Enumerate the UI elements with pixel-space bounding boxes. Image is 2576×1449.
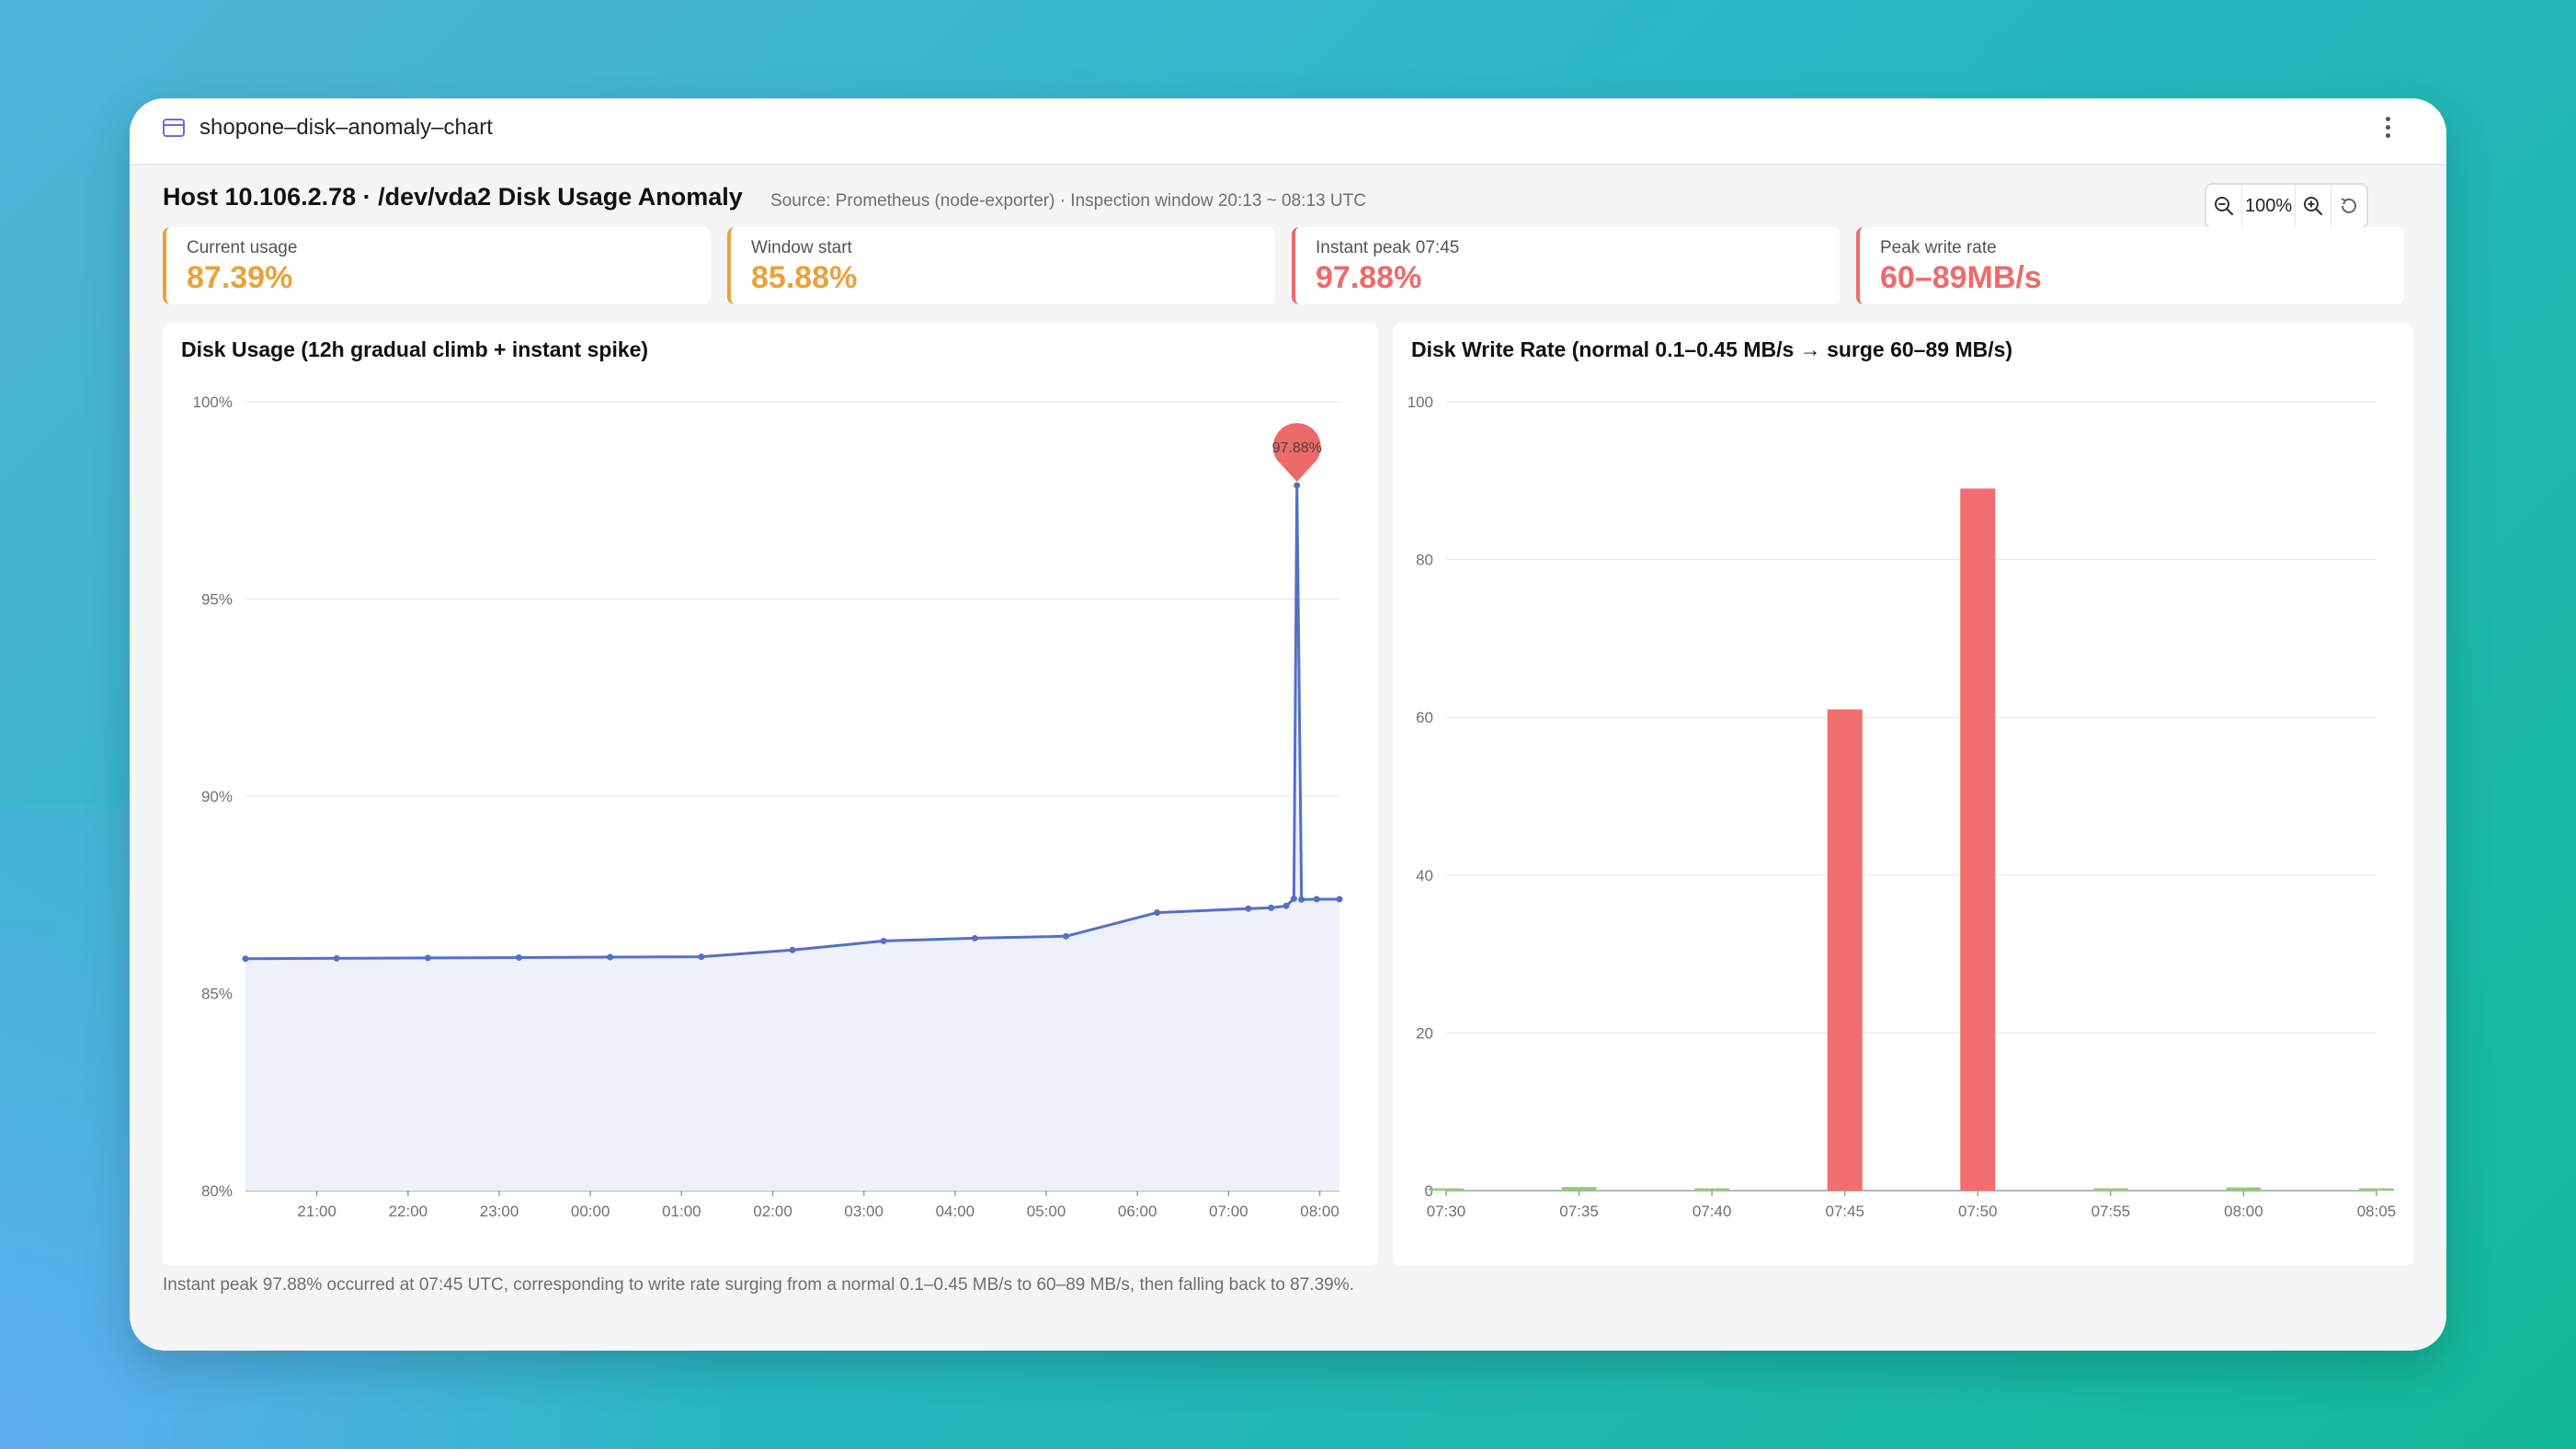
- x-tick-label: 21:00: [297, 1203, 336, 1220]
- data-point: [1268, 904, 1275, 911]
- x-tick-label: 08:00: [2224, 1203, 2263, 1220]
- x-tick-label: 07:35: [1559, 1203, 1599, 1220]
- y-tick-label: 60: [1416, 709, 1433, 726]
- data-point: [1154, 909, 1161, 917]
- kpi-window-start: Window start 85.88%: [727, 227, 1275, 304]
- data-point: [1294, 482, 1301, 489]
- write-rate-panel: Disk Write Rate (normal 0.1–0.45 MB/s → …: [1393, 323, 2413, 1266]
- x-tick-label: 08:00: [1300, 1203, 1339, 1220]
- x-tick-label: 03:00: [844, 1203, 883, 1220]
- x-tick-label: 07:00: [1209, 1203, 1248, 1220]
- disk-usage-chart: 80% 85% 90% 95% 100% 21:00 22:00 23:00 00:00 01:0…: [193, 394, 1343, 1220]
- data-point: [516, 953, 522, 961]
- x-tick-label: 07:40: [1693, 1203, 1732, 1220]
- kpi-current-usage: Current usage 87.39%: [163, 227, 711, 304]
- write-rate-bar: [1561, 1187, 1597, 1191]
- reset-zoom-button[interactable]: [2331, 185, 2366, 227]
- peak-marker-label: 97.88%: [1272, 440, 1322, 456]
- data-point: [698, 953, 705, 961]
- app-window: shopone–disk–anomaly–chart Host 10.106.2…: [130, 98, 2446, 1351]
- kpi-value: 87.39%: [187, 260, 293, 295]
- chart-title: Disk Usage (12h gradual climb + instant …: [181, 337, 649, 361]
- x-tick-label: 23:00: [480, 1203, 519, 1220]
- x-tick-label: 22:00: [389, 1203, 428, 1220]
- x-tick-label: 05:00: [1027, 1203, 1066, 1220]
- zoom-toolbar: 100%: [2205, 183, 2368, 229]
- data-point: [1298, 896, 1305, 903]
- x-tick-label: 04:00: [936, 1203, 975, 1220]
- data-point: [1290, 896, 1297, 903]
- usage-area: [245, 485, 1339, 1191]
- write-rate-chart: 0 20 40 60 80 100 07:30 07:35 07:40 07:45 07:50 07:…: [1408, 394, 2397, 1220]
- y-tick-label: 20: [1416, 1024, 1433, 1042]
- reset-icon: [2341, 198, 2357, 213]
- y-tick-label: 85%: [201, 986, 233, 1003]
- page-title: Host 10.106.2.78 · /dev/vda2 Disk Usage …: [163, 183, 743, 211]
- more-vertical-icon[interactable]: [2382, 113, 2393, 144]
- chart-title: Disk Write Rate (normal 0.1–0.45 MB/s → …: [1411, 337, 2013, 361]
- x-tick-label: 07:45: [1825, 1203, 1864, 1220]
- kpi-label: Window start: [751, 238, 852, 257]
- window-title: shopone–disk–anomaly–chart: [199, 115, 493, 140]
- zoom-in-icon: [2304, 197, 2323, 216]
- write-rate-bar: [2226, 1187, 2262, 1191]
- write-rate-bar: [1827, 709, 1863, 1191]
- kpi-label: Instant peak 07:45: [1316, 238, 1460, 257]
- data-point: [789, 946, 796, 953]
- kpi-value: 60–89MB/s: [1880, 260, 2042, 295]
- x-tick-label: 01:00: [662, 1203, 701, 1220]
- x-tick-label: 07:55: [2092, 1203, 2131, 1220]
- kpi-value: 97.88%: [1316, 260, 1422, 295]
- data-point: [1245, 905, 1252, 912]
- x-tick-label: 00:00: [571, 1203, 610, 1220]
- kpi-value: 85.88%: [751, 260, 858, 295]
- write-rate-bar: [1694, 1188, 1730, 1191]
- data-point: [1313, 896, 1320, 903]
- x-tick-label: 06:00: [1118, 1203, 1157, 1220]
- disk-usage-panel: Disk Usage (12h gradual climb + instant …: [163, 323, 1378, 1266]
- footnote: Instant peak 97.88% occurred at 07:45 UT…: [163, 1275, 1354, 1295]
- kpi-peak-write-rate: Peak write rate 60–89MB/s: [1856, 227, 2404, 304]
- write-rate-bar: [2359, 1188, 2394, 1191]
- kpi-instant-peak: Instant peak 07:45 97.88%: [1292, 227, 1840, 304]
- y-tick-label: 80: [1416, 552, 1433, 569]
- usage-line: [245, 484, 1339, 961]
- x-tick-label: 08:05: [2357, 1203, 2397, 1220]
- x-tick-label: 07:30: [1427, 1203, 1466, 1220]
- y-tick-label: 0: [1425, 1182, 1433, 1200]
- source-caption: Source: Prometheus (node-exporter) · Ins…: [770, 191, 1366, 211]
- data-point: [1282, 902, 1290, 909]
- zoom-out-button[interactable]: [2206, 185, 2241, 227]
- data-point: [1063, 932, 1069, 940]
- data-point: [333, 954, 340, 962]
- zoom-in-button[interactable]: [2296, 185, 2331, 227]
- zoom-out-icon: [2214, 197, 2234, 216]
- data-point: [971, 934, 978, 941]
- peak-marker-pin: [1272, 423, 1321, 482]
- y-tick-label: 90%: [201, 788, 233, 805]
- data-point: [607, 953, 614, 961]
- y-tick-label: 80%: [201, 1182, 233, 1200]
- y-tick-label: 40: [1416, 867, 1433, 884]
- title-bar: shopone–disk–anomaly–chart: [130, 98, 2446, 165]
- y-tick-label: 100%: [193, 394, 233, 411]
- kpi-label: Current usage: [187, 238, 298, 257]
- y-tick-label: 100: [1408, 394, 1433, 411]
- zoom-level: 100%: [2240, 185, 2297, 227]
- browser-window-icon: [163, 119, 185, 137]
- kpi-label: Peak write rate: [1880, 238, 1997, 257]
- data-point: [424, 954, 431, 962]
- y-tick-label: 95%: [201, 591, 233, 609]
- data-point: [1336, 896, 1343, 903]
- write-rate-bar: [1429, 1188, 1464, 1191]
- x-tick-label: 02:00: [753, 1203, 792, 1220]
- data-point: [242, 955, 249, 963]
- write-rate-bar: [1960, 488, 1996, 1191]
- data-point: [880, 937, 887, 944]
- write-rate-bar: [2092, 1188, 2128, 1191]
- x-tick-label: 07:50: [1958, 1203, 1998, 1220]
